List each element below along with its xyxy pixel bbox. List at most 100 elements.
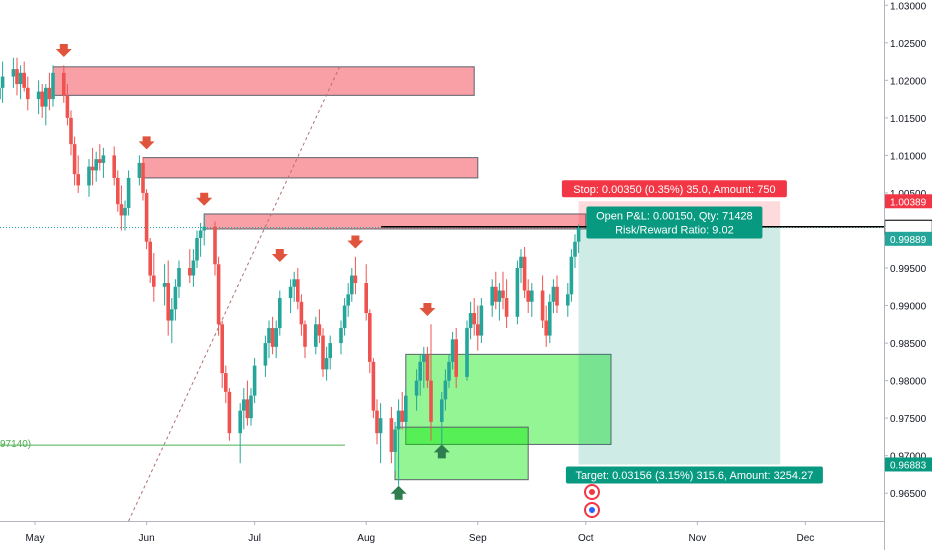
candle-body	[191, 260, 196, 276]
candle	[454, 328, 458, 389]
candle-body	[450, 339, 455, 362]
candle-body	[530, 290, 534, 302]
price-tag: 0.96883	[885, 457, 932, 472]
candle-body	[468, 313, 473, 329]
candle-body	[400, 410, 404, 422]
candle-body	[65, 95, 70, 118]
sell-arrow-icon	[271, 248, 288, 262]
candle-body	[443, 380, 448, 400]
price-tag-text: 0.96883	[890, 460, 927, 471]
candle	[404, 388, 408, 430]
candle	[263, 335, 268, 377]
candle	[418, 354, 422, 396]
x-tick-labels: May Jun Jul Aug Sep Oct Nov Dec	[26, 521, 814, 544]
candle-body	[440, 399, 444, 422]
candle-body	[375, 410, 379, 434]
candle-body	[227, 391, 232, 434]
candle-body	[220, 324, 224, 374]
candle-body	[137, 162, 142, 178]
sell-arrow-icon	[196, 192, 213, 206]
x-axis[interactable]: May Jun Jul Aug Sep Oct Nov Dec	[0, 521, 884, 550]
candle-body	[303, 324, 307, 347]
candle	[15, 57, 19, 96]
candle-body	[404, 395, 408, 422]
candle-body	[429, 380, 433, 422]
candle-body	[342, 305, 347, 329]
sell-arrow-icon	[55, 44, 72, 58]
candle-body	[69, 117, 73, 145]
stop-label-text: Stop: 0.00350 (0.35%) 35.0, Amount: 750	[573, 184, 775, 196]
candle	[551, 279, 556, 314]
candle	[346, 283, 350, 317]
support-line-label: 97140)	[0, 439, 31, 450]
candle-body	[270, 328, 275, 347]
candle	[497, 283, 502, 321]
candle	[191, 249, 196, 287]
candle-body	[396, 410, 401, 430]
candle-body	[166, 283, 170, 321]
candle	[162, 264, 167, 306]
candle	[216, 256, 221, 336]
candle-body	[188, 268, 192, 276]
candle-body	[548, 301, 552, 336]
candle	[148, 237, 152, 284]
long-position-tool[interactable]	[578, 201, 781, 465]
x-tick-label: Aug	[357, 533, 375, 544]
candle	[76, 155, 80, 193]
y-axis[interactable]: 0.96500 0.97000 0.97500 0.98000 0.98500 0.990…	[884, 0, 932, 550]
price-tag: 0.99889	[885, 231, 932, 246]
candle-body	[540, 290, 545, 321]
y-tick-label: 1.02500	[890, 39, 927, 50]
candle	[288, 279, 293, 314]
candle-body	[544, 320, 548, 336]
candle-body	[346, 294, 350, 306]
candle-body	[252, 365, 257, 396]
candle	[389, 406, 394, 464]
candle-body	[98, 159, 102, 163]
price-tag: 1.00389	[885, 194, 932, 209]
candle-body	[148, 241, 152, 276]
candle-body	[116, 177, 120, 205]
price-tag-text: 0.99889	[890, 235, 927, 246]
candle	[173, 279, 178, 321]
candle	[515, 260, 520, 325]
candle	[321, 328, 325, 377]
candle	[396, 399, 401, 486]
candle-body	[522, 256, 527, 291]
candle	[224, 365, 228, 404]
candles-layer	[0, 57, 581, 486]
candle	[26, 76, 30, 111]
candle	[299, 294, 304, 336]
candle-body	[173, 286, 178, 310]
alert-icon[interactable]	[584, 484, 600, 500]
candle-body	[152, 275, 156, 287]
y-tick-label: 0.99000	[890, 302, 927, 313]
position-labels: Stop: 0.00350 (0.35%) 35.0, Amount: 750 O…	[561, 180, 823, 484]
candle-body	[245, 399, 250, 419]
markers-layer	[55, 44, 450, 500]
candle	[292, 271, 296, 302]
target-label-text: Target: 0.03156 (3.15%) 315.6, Amount: 3…	[575, 470, 813, 482]
candle	[522, 246, 527, 299]
candle	[314, 316, 318, 355]
candle-body	[90, 166, 95, 171]
candle-body	[11, 69, 16, 77]
candle-body	[389, 418, 394, 452]
candle	[350, 268, 354, 302]
y-tick-label: 0.96500	[890, 489, 927, 500]
price-tag-box	[885, 194, 932, 209]
candle	[317, 309, 322, 344]
alert-icons[interactable]	[584, 484, 600, 518]
alert-icon[interactable]	[584, 502, 600, 518]
buy-arrow-icon	[433, 444, 450, 459]
candle-body	[414, 380, 419, 396]
candle-body	[26, 87, 30, 100]
candle	[573, 234, 577, 269]
candle	[195, 230, 199, 269]
candle	[238, 403, 242, 464]
candle-body	[490, 286, 494, 306]
candle	[465, 320, 469, 381]
candle	[296, 268, 300, 310]
candle-body	[141, 162, 145, 193]
